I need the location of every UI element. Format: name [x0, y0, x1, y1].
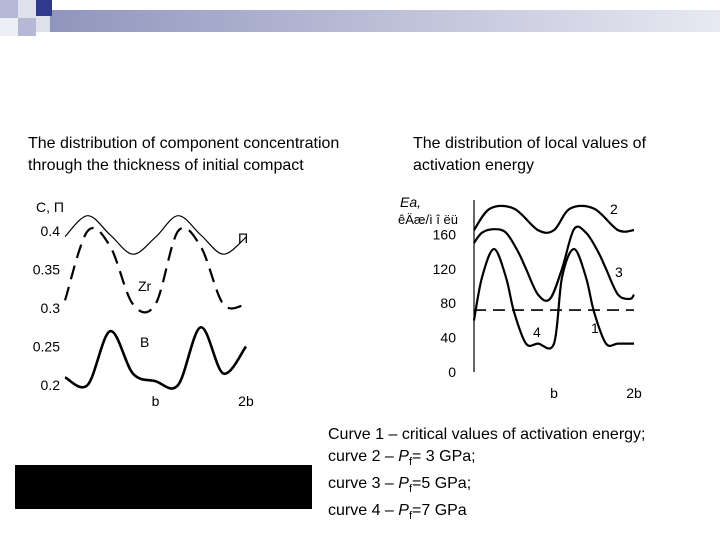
series-label-b: B: [140, 334, 149, 350]
series-line-3: [473, 225, 635, 302]
legend-subscript: f: [408, 456, 412, 469]
legend-line-3: curve 3 – Pf=5 GPa;: [328, 473, 645, 500]
series-line-b: [64, 325, 248, 390]
y-axis-label-units: êÄæ/ì î ëü: [398, 212, 458, 227]
legend-line-text: Curve 1 – critical values of activation …: [328, 426, 646, 443]
legend-variable: P: [398, 448, 409, 465]
banner-square-3: [36, 0, 52, 16]
activation-energy-chart: Ea, êÄæ/ì î ëü 160 120 80 40 0 b 2b 2 3 4 1: [398, 194, 642, 401]
series-group: [472, 204, 635, 350]
y-tick-label: 160: [433, 226, 457, 242]
legend-line-value: =5 GPa;: [412, 475, 472, 493]
legend-line-text: curve 3 –: [328, 475, 399, 493]
y-tick-label: 40: [440, 330, 456, 346]
x-tick-labels: b 2b: [550, 385, 642, 401]
series-line-zr: [63, 226, 247, 314]
y-tick-label: 0.35: [33, 262, 60, 278]
y-tick-label: 0.2: [41, 377, 61, 393]
banner-square-2: [18, 0, 36, 18]
legend-subscript: f: [408, 510, 412, 523]
series-line-2: [473, 204, 635, 234]
y-axis-label: C, Π: [36, 199, 64, 215]
x-tick-label: 2b: [238, 393, 254, 409]
legend-line-value: = 3 GPa;: [412, 448, 476, 465]
legend-line-1: Curve 1 – critical values of activation …: [328, 424, 645, 446]
concentration-chart: C, Π 0.4 0.35 0.3 0.25 0.2 b 2b Π Zr B: [33, 199, 254, 409]
x-tick-label: 2b: [626, 385, 642, 401]
series-line-x: [64, 215, 247, 255]
curve-legend: Curve 1 – critical values of activation …: [328, 424, 645, 528]
series-label-3: 3: [615, 264, 623, 280]
x-tick-label: b: [550, 385, 558, 401]
legend-line-text: curve 2 –: [328, 448, 399, 465]
series-label-x: Π: [238, 230, 248, 246]
legend-variable: P: [398, 502, 409, 520]
legend-line-text: curve 4 –: [328, 502, 399, 520]
banner-decoration: [0, 0, 720, 48]
series-group: [63, 215, 248, 390]
black-box: [15, 465, 312, 509]
banner-square-6: [0, 18, 18, 36]
y-tick-label: 120: [433, 261, 457, 277]
banner-bar: [48, 10, 720, 32]
y-tick-label: 80: [440, 295, 456, 311]
series-label-2: 2: [610, 201, 618, 217]
legend-line-value: =7 GPa: [412, 502, 467, 520]
y-tick-label: 0.25: [33, 339, 60, 355]
y-tick-labels: 160 120 80 40 0: [433, 226, 457, 380]
y-tick-label: 0.4: [41, 223, 61, 239]
y-tick-label: 0: [448, 364, 456, 380]
y-axis-label: Ea,: [400, 194, 421, 210]
banner-square-1: [0, 0, 18, 18]
series-labels: Π Zr B: [138, 230, 248, 350]
legend-variable: P: [398, 475, 409, 493]
y-tick-labels: 0.4 0.35 0.3 0.25 0.2: [33, 223, 60, 393]
legend-subscript: f: [408, 483, 412, 496]
legend-line-4: curve 4 – Pf=7 GPa: [328, 500, 645, 527]
series-line-4: [472, 247, 634, 350]
legend-line-2: curve 2 – Pf= 3 GPa;: [328, 446, 645, 473]
x-tick-labels: b 2b: [152, 393, 254, 409]
caption-right: The distribution of local values of acti…: [413, 135, 647, 174]
banner-square-5: [36, 16, 50, 32]
series-labels: 2 3 4 1: [533, 201, 623, 340]
x-tick-label: b: [152, 393, 160, 409]
y-tick-label: 0.3: [41, 300, 61, 316]
caption-left: The distribution of component concentrat…: [28, 135, 340, 174]
series-label-zr: Zr: [138, 278, 152, 294]
series-label-4: 4: [533, 324, 541, 340]
series-label-1: 1: [591, 320, 599, 336]
banner-square-4: [18, 18, 36, 36]
